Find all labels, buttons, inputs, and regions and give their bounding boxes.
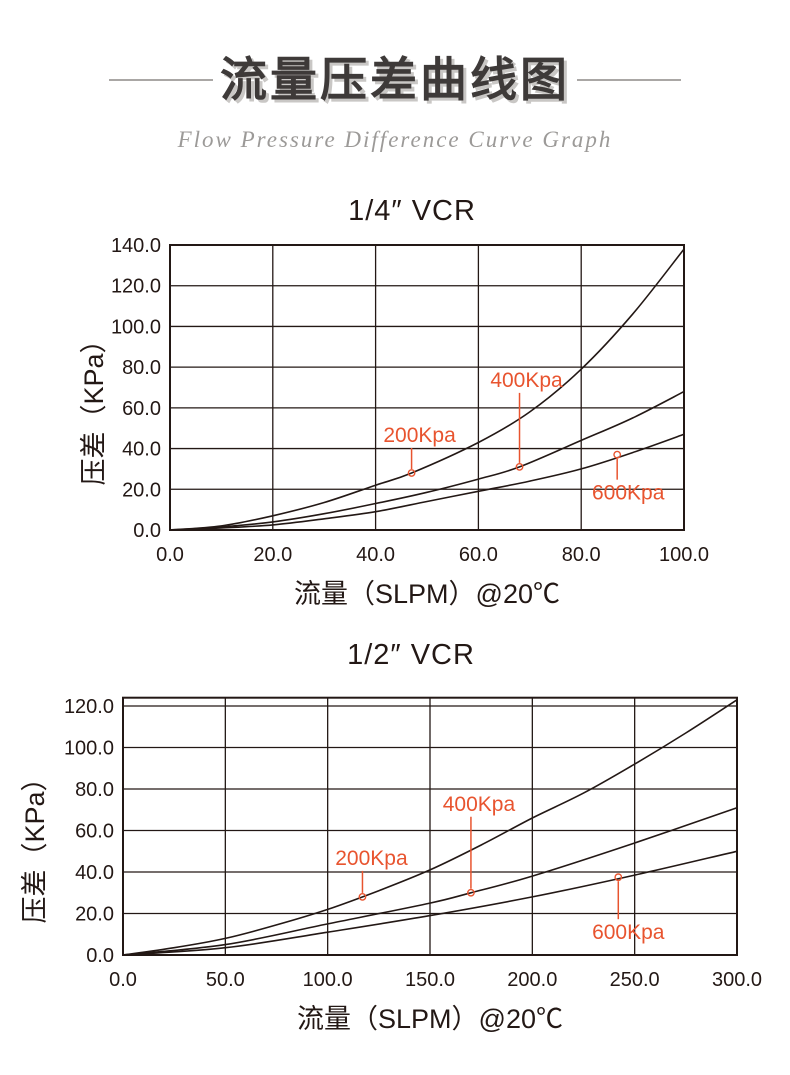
chart2-ytick-label: 40.0	[75, 862, 114, 884]
chart1-title: 1/4″ VCR	[348, 195, 476, 227]
chart2-ytick-label: 120.0	[64, 696, 114, 718]
title-decor-line-left	[109, 79, 213, 82]
chart1-annotation-label-400Kpa: 400Kpa	[490, 369, 563, 392]
chart1-ytick-label: 140.0	[111, 235, 161, 257]
chart2-ytick-label: 0.0	[86, 945, 114, 967]
title-row: 流量压差曲线图	[0, 53, 790, 107]
chart1-annotation-label-600Kpa: 600Kpa	[592, 482, 665, 505]
chart1-ytick-label: 100.0	[111, 316, 161, 338]
chart2-ytick-label: 100.0	[64, 738, 114, 760]
chart2-annotation-marker-600Kpa	[614, 873, 623, 882]
chart2-xtick-label: 50.0	[206, 969, 245, 991]
chart2-curve-200Kpa	[122, 699, 738, 956]
chart2-xtick-label: 300.0	[712, 969, 762, 991]
chart2-xtick-label: 200.0	[507, 969, 557, 991]
chart1-yaxis-title: 压差（KPa）	[79, 326, 109, 485]
title-decor-line-right	[577, 79, 681, 82]
chart2-annotation-marker-400Kpa	[467, 888, 475, 897]
chart2-curve-400Kpa	[122, 806, 738, 956]
chart2-annotation-label-400Kpa: 400Kpa	[443, 793, 516, 816]
chart1-annotation-marker-600Kpa	[613, 450, 622, 459]
chart2-xtick-label: 0.0	[109, 969, 137, 991]
chart2-ytick-label: 60.0	[75, 821, 114, 843]
chart2-annotation-label-200Kpa: 200Kpa	[335, 847, 408, 870]
page-subtitle: Flow Pressure Difference Curve Graph	[177, 126, 613, 152]
chart1-ytick-label: 120.0	[111, 276, 161, 298]
chart2-annotation-label-600Kpa: 600Kpa	[592, 921, 665, 944]
chart1-xtick-label: 0.0	[156, 544, 184, 566]
chart1-xtick-label: 80.0	[562, 544, 601, 566]
chart1-ytick-label: 40.0	[122, 439, 161, 461]
chart2-xtick-label: 250.0	[610, 969, 660, 991]
page-title: 流量压差曲线图	[220, 53, 570, 106]
chart1-annotation-marker-200Kpa	[407, 469, 416, 477]
chart1-plot-border	[169, 244, 685, 531]
chart2-curve-600Kpa	[122, 850, 738, 956]
chart1-annotation-marker-400Kpa	[515, 462, 524, 471]
chart2-xtick-label: 100.0	[303, 969, 353, 991]
chart1-ytick-label: 0.0	[133, 520, 161, 542]
chart1-xtick-label: 40.0	[356, 544, 395, 566]
chart1-curve-200Kpa	[169, 248, 685, 531]
chart1-ytick-label: 80.0	[122, 357, 161, 379]
chart1-ytick-label: 60.0	[122, 398, 161, 420]
chart2-xtick-label: 150.0	[405, 969, 455, 991]
chart2-xaxis-title: 流量（SLPM）@20℃	[297, 1004, 563, 1034]
chart1-ytick-label: 20.0	[122, 479, 161, 501]
chart2-plot-border	[122, 696, 738, 956]
chart2-annotation-marker-200Kpa	[358, 893, 367, 901]
chart1-xtick-label: 60.0	[459, 544, 498, 566]
chart1-curve-400Kpa	[169, 390, 685, 531]
chart1-xaxis-title: 流量（SLPM）@20℃	[294, 579, 560, 609]
chart2-title: 1/2″ VCR	[347, 639, 475, 671]
chart1-xtick-label: 100.0	[659, 544, 709, 566]
chart1-xtick-label: 20.0	[253, 544, 292, 566]
page-header: 流量压差曲线图 Flow Pressure Difference Curve G…	[0, 53, 790, 153]
chart2-ytick-label: 80.0	[75, 779, 114, 801]
chart1-curve-600Kpa	[169, 433, 685, 531]
chart2-ytick-label: 20.0	[75, 904, 114, 926]
chart2-yaxis-title: 压差（KPa）	[20, 764, 50, 923]
chart1-annotation-label-200Kpa: 200Kpa	[383, 424, 456, 447]
